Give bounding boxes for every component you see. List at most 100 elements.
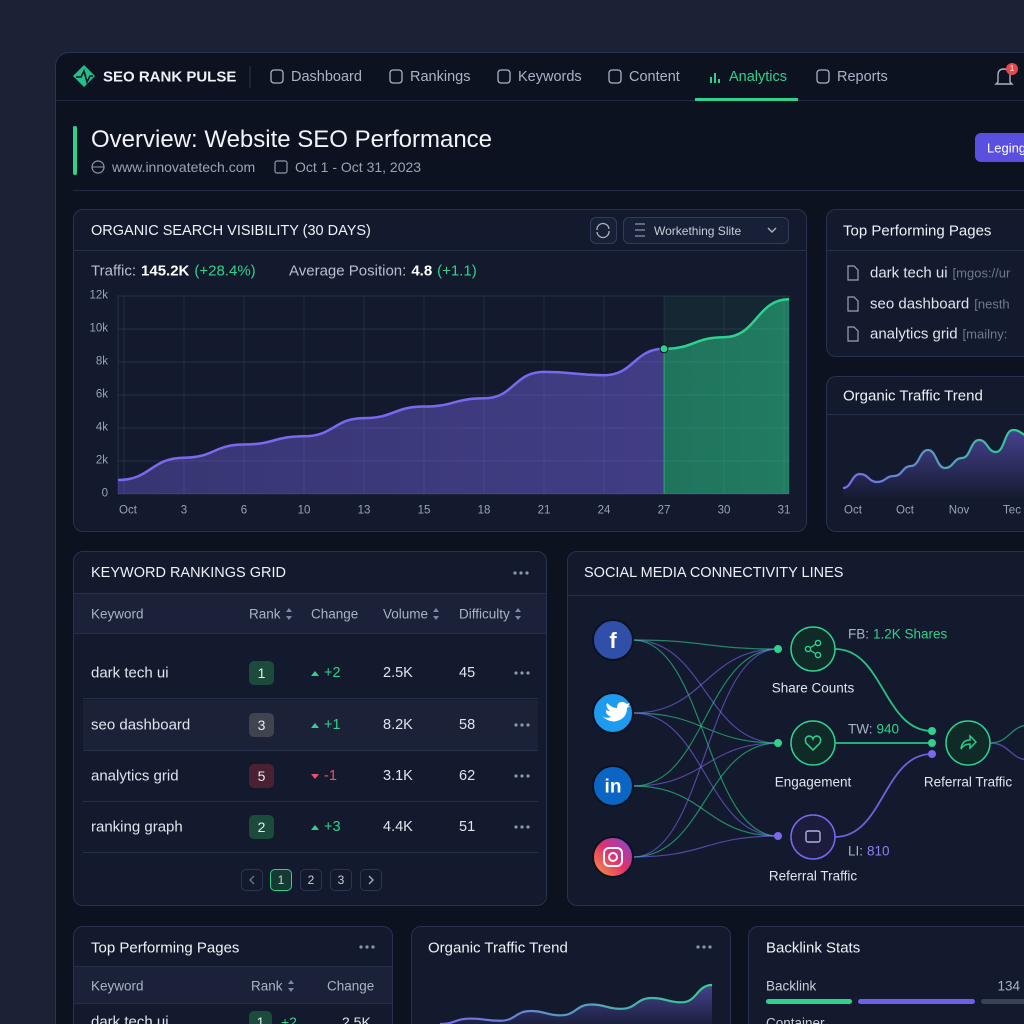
rank-cell: 1 xyxy=(256,1014,265,1024)
header-button[interactable] xyxy=(975,133,1024,162)
stat-platform: LI: xyxy=(848,843,864,859)
card-header-divider xyxy=(827,250,1024,251)
change-cell: +3 xyxy=(324,818,341,835)
x-tick-label: 24 xyxy=(597,504,611,517)
column-header: Rank xyxy=(251,978,283,994)
table-header xyxy=(74,966,392,1004)
page-button[interactable] xyxy=(330,869,352,891)
x-tick-label: 30 xyxy=(717,504,731,517)
x-tick-label: 27 xyxy=(657,504,671,517)
traffic-label: Traffic: xyxy=(91,262,137,280)
stat-value: 1.2K Shares xyxy=(873,626,948,642)
card-title: KEYWORD RANKINGS GRID xyxy=(91,564,286,581)
stat-platform: FB: xyxy=(848,626,870,642)
stat-value: 940 xyxy=(876,721,900,737)
x-tick-label: 3 xyxy=(180,504,188,517)
position-label: Average Position: xyxy=(289,262,407,280)
card-title: Organic Traffic Trend xyxy=(428,939,568,957)
change-cell: +2 xyxy=(324,664,341,681)
facebook-glyph: f xyxy=(609,628,617,653)
change-cell: -1 xyxy=(324,767,337,784)
page-url: [mgos://ur xyxy=(952,265,1011,281)
page-next[interactable] xyxy=(360,869,382,891)
node-label: Referral Traffic xyxy=(768,868,858,884)
page-button[interactable] xyxy=(270,869,292,891)
column-header: Keyword xyxy=(91,606,144,622)
x-tick-label: Oct xyxy=(119,504,137,517)
notification-count: 1 xyxy=(1009,64,1015,73)
rank-cell: 2 xyxy=(257,819,266,835)
page-url: [nesth xyxy=(974,296,1010,312)
page-number[interactable]: 1 xyxy=(277,873,285,887)
rank-cell: 5 xyxy=(257,768,266,784)
x-tick-label: 21 xyxy=(537,504,551,517)
y-tick-label: 6k xyxy=(95,388,108,401)
nav-item[interactable]: Reports xyxy=(837,68,888,85)
header-button-label[interactable]: Leging xyxy=(987,140,1024,156)
volume-cell: 2.5K xyxy=(342,1014,371,1024)
row-divider xyxy=(83,801,538,802)
column-header[interactable]: Change xyxy=(311,606,359,622)
top-nav xyxy=(56,53,1024,101)
position-summary: Average Position: 4.8 (+1.1) xyxy=(289,264,477,279)
social-stat: TW: 940 xyxy=(848,722,899,736)
filter-dropdown[interactable] xyxy=(623,217,789,244)
volume-cell: 3.1K xyxy=(383,767,413,784)
x-tick-label: 15 xyxy=(417,504,431,517)
page-item: seo dashboard [nesth xyxy=(870,297,1010,312)
difficulty-cell: 58 xyxy=(459,716,476,733)
row-divider xyxy=(83,852,538,853)
keyword-cell: analytics grid xyxy=(91,767,179,785)
backlink-label: Backlink xyxy=(766,978,817,994)
rank-cell: 1 xyxy=(257,665,266,681)
row-divider xyxy=(83,750,538,751)
page-number[interactable]: 2 xyxy=(307,873,315,887)
page-button[interactable] xyxy=(300,869,322,891)
row-highlight xyxy=(83,700,538,750)
filter-label[interactable]: Workething Slite xyxy=(654,224,742,238)
nav-item[interactable]: Content xyxy=(629,68,680,85)
backlink-label: Container xyxy=(766,1015,825,1024)
page-number[interactable]: 3 xyxy=(337,873,345,887)
x-tick-label: 18 xyxy=(477,504,491,517)
header-accent xyxy=(73,126,77,175)
backlink-value: 134 xyxy=(997,978,1020,994)
column-header[interactable]: Volume xyxy=(383,606,429,622)
keyword-cell: ranking graph xyxy=(91,818,183,836)
node-label: Engagement xyxy=(774,774,852,790)
column-header[interactable]: Rank xyxy=(249,606,281,622)
column-header[interactable]: Difficulty xyxy=(459,606,510,622)
nav-item[interactable]: Rankings xyxy=(410,68,471,85)
y-tick-label: 4k xyxy=(95,421,108,434)
y-tick-label: 0 xyxy=(101,487,108,500)
rank-badge xyxy=(249,815,274,839)
social-stat: LI: 810 xyxy=(848,844,890,858)
card-title: Backlink Stats xyxy=(766,939,861,957)
page-name: dark tech ui xyxy=(870,264,948,282)
x-tick-label: 10 xyxy=(297,504,311,517)
change-cell: +1 xyxy=(324,716,341,733)
rank-badge xyxy=(249,661,274,685)
nav-item[interactable]: Dashboard xyxy=(291,68,362,85)
nav-item[interactable]: Keywords xyxy=(518,68,582,85)
rank-cell: 3 xyxy=(257,717,266,733)
card-title: Top Performing Pages xyxy=(843,222,992,240)
difficulty-cell: 45 xyxy=(459,664,476,681)
rank-badge xyxy=(249,1011,272,1024)
node-label: Referral Traffic xyxy=(923,774,1013,790)
column-header: Keyword xyxy=(91,978,144,994)
x-tick-label: Nov xyxy=(948,504,970,517)
page-prev[interactable] xyxy=(241,869,263,891)
x-tick-label: Tec xyxy=(1003,504,1021,517)
backlink-bar xyxy=(981,999,1024,1004)
y-tick-label: 8k xyxy=(95,355,108,368)
traffic-summary: Traffic: 145.2K (+28.4%) xyxy=(91,264,256,279)
y-tick-label: 10k xyxy=(89,322,108,335)
position-value: 4.8 xyxy=(411,262,433,280)
column-header: Change xyxy=(327,978,375,994)
page-name: analytics grid xyxy=(870,325,958,343)
keyword-cell: seo dashboard xyxy=(91,716,191,734)
nav-item[interactable]: Analytics xyxy=(729,68,788,85)
card-title: Organic Traffic Trend xyxy=(843,387,983,405)
